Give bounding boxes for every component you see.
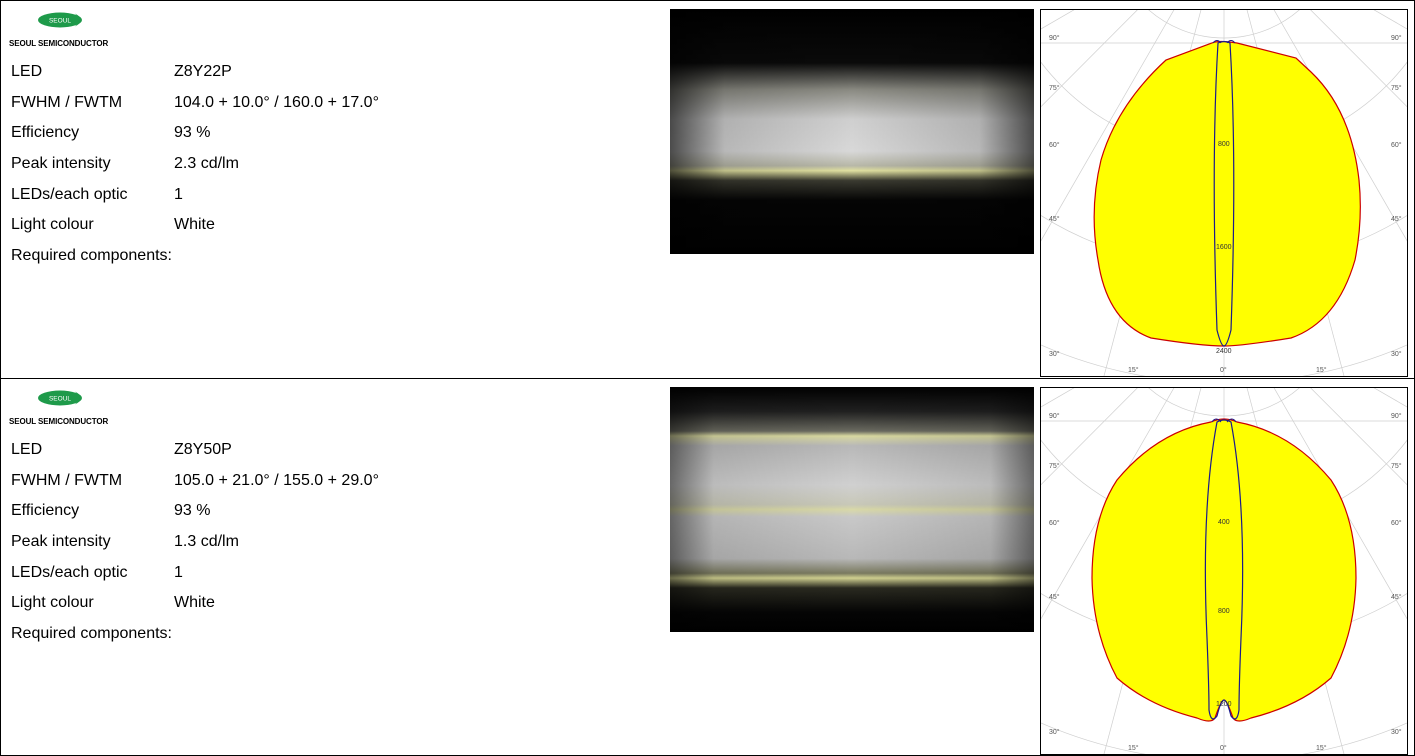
brand-name: SEOUL SEMICONDUCTOR [9, 417, 109, 426]
spec-label: Required components: [11, 247, 172, 265]
polar-bottom-label: 0° [1220, 366, 1227, 374]
seoul-semiconductor-logo: SEOUL SEOUL SEMICONDUCTOR [9, 9, 149, 49]
polar-ring-value: 400 [1218, 519, 1230, 526]
polar-right-label: 30° [1391, 728, 1402, 736]
polar-right-label: 45° [1391, 215, 1402, 223]
spec-label: Efficiency [11, 502, 80, 520]
polar-right-label: 60° [1391, 519, 1402, 527]
spec-label: Light colour [11, 594, 94, 612]
distribution-curve-blue [1204, 419, 1244, 720]
logo-oval-icon: SEOUL [38, 390, 82, 406]
polar-ring-value: 800 [1218, 141, 1230, 148]
polar-left-label: 45° [1049, 215, 1060, 223]
spec-label: FWHM / FWTM [11, 93, 123, 111]
polar-right-label: 30° [1391, 350, 1402, 358]
spec-label: Peak intensity [11, 155, 111, 173]
spec-value: White [174, 594, 215, 612]
polar-bottom-label: 0° [1220, 744, 1227, 752]
spec-value: 105.0 + 21.0° / 155.0 + 29.0° [174, 471, 379, 489]
spec-label: LED [11, 63, 43, 80]
distribution-curve-red [1093, 40, 1361, 347]
polar-left-label: 30° [1049, 728, 1060, 736]
polar-right-label: 90° [1391, 34, 1402, 42]
spec-label: LEDs/each optic [11, 563, 128, 581]
polar-left-label: 60° [1049, 519, 1060, 527]
polar-bottom-label: 15° [1128, 744, 1139, 752]
spec-value: Z8Y50P [174, 441, 232, 458]
spec-value: 1 [174, 185, 183, 203]
polar-bottom-label: 15° [1316, 744, 1327, 752]
polar-ring-value: 1600 [1216, 244, 1232, 251]
logo-oval-text: SEOUL [49, 396, 71, 403]
polar-ring-value: 1200 [1216, 701, 1232, 708]
polar-light-distribution-diagram: 90° 75° 60° 45° 30° 90° 75° 60° 45° 30° … [1040, 387, 1408, 755]
spec-label: Peak intensity [11, 533, 111, 551]
beam-pattern-image [670, 9, 1034, 254]
brand-name: SEOUL SEMICONDUCTOR [9, 39, 109, 48]
polar-left-label: 75° [1049, 84, 1060, 92]
polar-left-label: 30° [1049, 350, 1060, 358]
polar-left-label: 60° [1049, 141, 1060, 149]
spec-value: 2.3 cd/lm [174, 155, 239, 173]
distribution-curve-blue [1213, 40, 1235, 347]
seoul-semiconductor-logo: SEOUL SEOUL SEMICONDUCTOR [9, 387, 149, 427]
polar-ring-value: 800 [1218, 608, 1230, 615]
logo-oval-text: SEOUL [49, 18, 71, 25]
spec-label: Efficiency [11, 124, 80, 142]
product-row: SEOUL SEOUL SEMICONDUCTOR LED Z8Y22P FWHM… [0, 0, 1415, 379]
logo-oval-icon: SEOUL [38, 12, 82, 28]
spec-value: 1.3 cd/lm [174, 533, 239, 551]
spec-label: LED [11, 441, 43, 458]
spec-label: Light colour [11, 216, 94, 234]
polar-left-label: 45° [1049, 593, 1060, 601]
polar-bottom-label: 15° [1316, 366, 1327, 374]
spec-value: 93 % [174, 124, 211, 142]
spec-value: Z8Y22P [174, 63, 232, 80]
polar-right-label: 75° [1391, 84, 1402, 92]
polar-ring-value: 2400 [1216, 348, 1232, 355]
polar-left-label: 90° [1049, 34, 1060, 42]
polar-right-label: 60° [1391, 141, 1402, 149]
distribution-curve-red [1091, 418, 1357, 722]
spec-value: 1 [174, 563, 183, 581]
polar-right-label: 45° [1391, 593, 1402, 601]
polar-bottom-label: 15° [1128, 366, 1139, 374]
beam-pattern-image [670, 387, 1034, 632]
spec-label: LEDs/each optic [11, 185, 128, 203]
polar-right-label: 75° [1391, 462, 1402, 470]
spec-value: 104.0 + 10.0° / 160.0 + 17.0° [174, 93, 379, 111]
polar-left-label: 75° [1049, 462, 1060, 470]
spec-value: 93 % [174, 502, 211, 520]
spec-label: Required components: [11, 625, 172, 643]
polar-light-distribution-diagram: 90° 75° 60° 45° 30° 90° 75° 60° 45° 30° … [1040, 9, 1408, 377]
polar-left-label: 90° [1049, 412, 1060, 420]
spec-label: FWHM / FWTM [11, 471, 123, 489]
polar-right-label: 90° [1391, 412, 1402, 420]
spec-value: White [174, 216, 215, 234]
product-row: SEOUL SEOUL SEMICONDUCTOR LED Z8Y50P FWHM… [0, 378, 1415, 756]
